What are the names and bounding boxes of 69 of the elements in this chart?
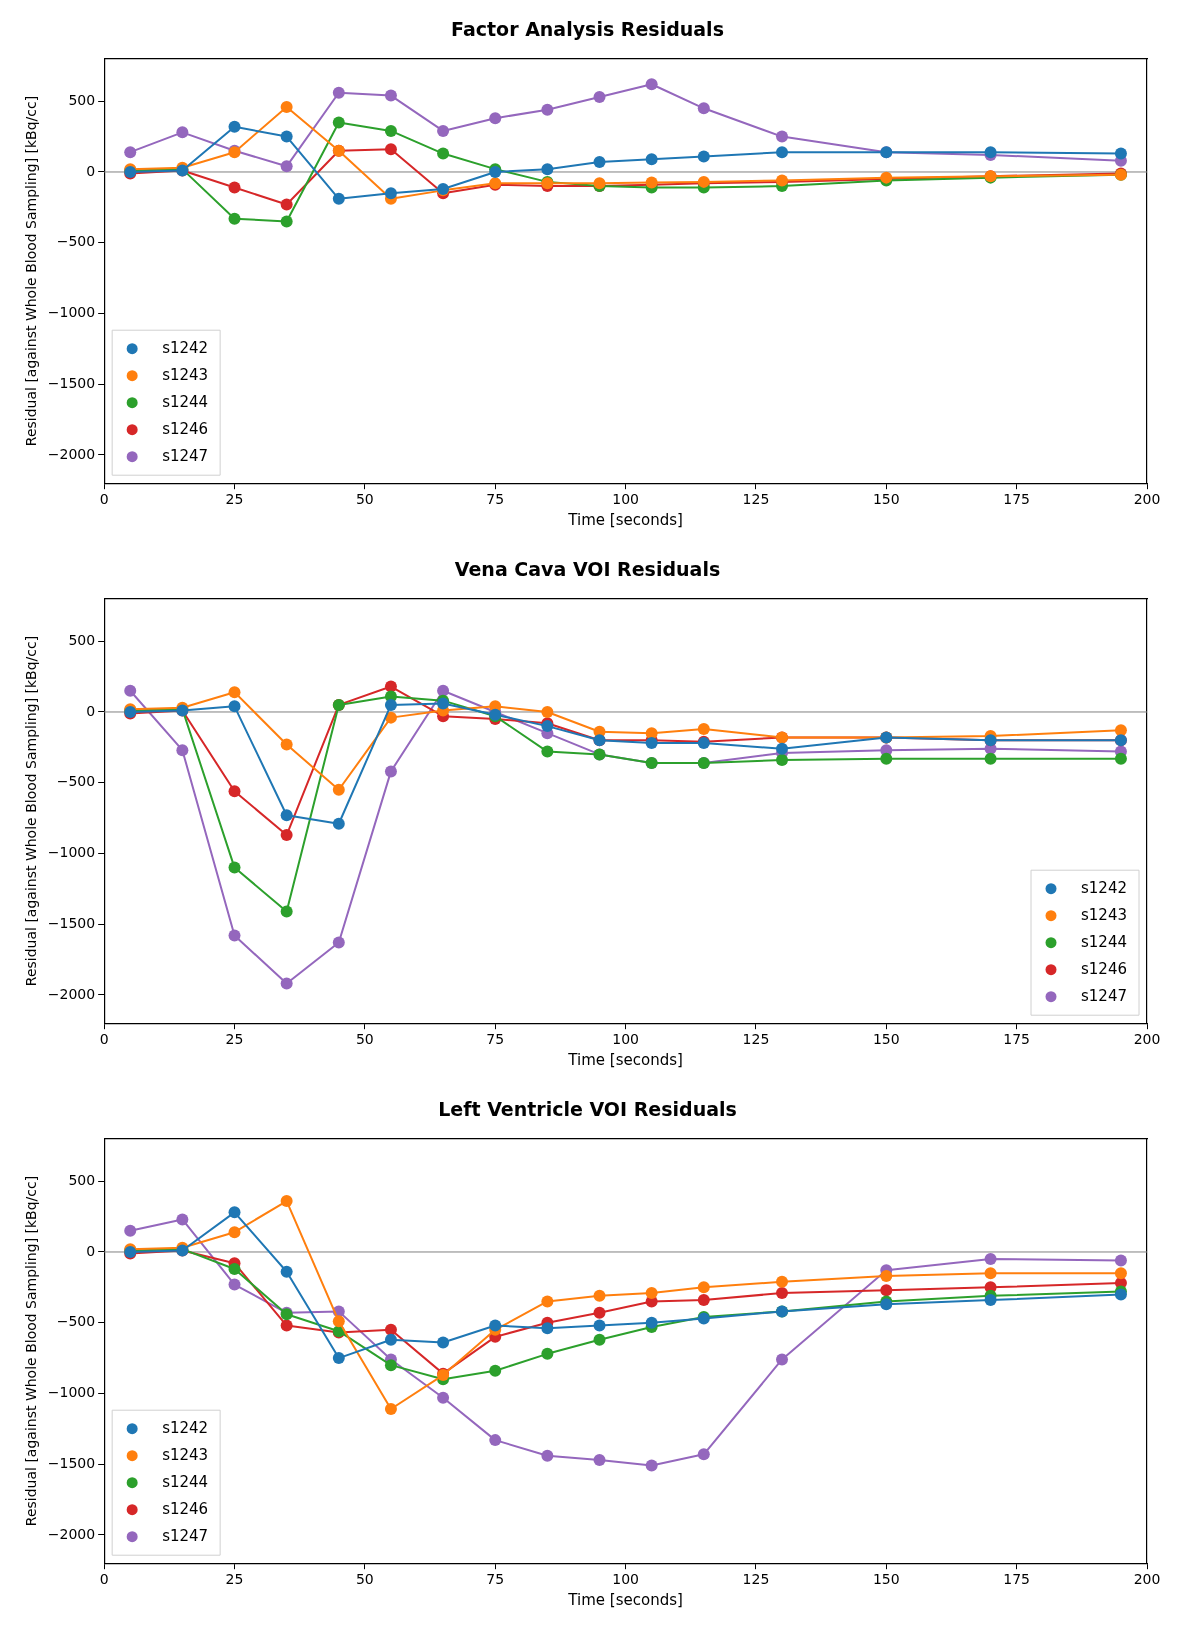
x-tick-label: 50 — [355, 1571, 374, 1588]
y-tick-label: 500 — [68, 1171, 96, 1188]
legend-label: s1244 — [1081, 932, 1128, 951]
y-tick-label: 0 — [86, 162, 96, 179]
legend-label: s1246 — [162, 1499, 209, 1518]
x-tick-label: 75 — [486, 1031, 505, 1048]
x-tick-label: 25 — [225, 1571, 244, 1588]
legend-label: s1242 — [162, 1418, 209, 1437]
y-tick-label: −1000 — [47, 304, 96, 321]
x-tick-label: 0 — [99, 1031, 109, 1048]
x-tick-label: 75 — [486, 1571, 505, 1588]
y-tick-label: 0 — [86, 702, 96, 719]
y-tick-label: −1000 — [47, 1384, 96, 1401]
chart-title: Left Ventricle VOI Residuals — [438, 1098, 737, 1121]
legend-label: s1242 — [162, 338, 209, 357]
chart-title: Vena Cava VOI Residuals — [454, 558, 721, 581]
y-tick-label: 500 — [68, 91, 96, 108]
x-tick-label: 25 — [225, 1031, 244, 1048]
legend-label: s1247 — [1081, 986, 1128, 1005]
legend-label: s1243 — [1081, 905, 1128, 924]
x-tick-label: 100 — [612, 1031, 639, 1048]
x-tick-label: 175 — [1003, 491, 1031, 508]
legend-label: s1243 — [162, 365, 209, 384]
x-tick-label: 125 — [742, 1571, 770, 1588]
y-axis-title: Residual [against Whole Blood Sampling] [kBq/cc] — [23, 1175, 40, 1527]
x-axis-title: Time [seconds] — [567, 1590, 683, 1609]
x-tick-label: 200 — [1133, 1031, 1161, 1048]
y-tick-label: −2000 — [47, 445, 96, 462]
y-tick-label: −2000 — [47, 985, 96, 1002]
legend-label: s1242 — [1081, 878, 1128, 897]
y-tick-label: 0 — [86, 1242, 96, 1259]
x-tick-label: 50 — [355, 1031, 374, 1048]
x-tick-label: 0 — [99, 491, 109, 508]
x-tick-label: 175 — [1003, 1031, 1031, 1048]
legend-label: s1244 — [162, 1472, 209, 1491]
x-tick-label: 125 — [742, 491, 770, 508]
x-tick-label: 200 — [1133, 1571, 1161, 1588]
y-tick-label: −1500 — [47, 374, 96, 391]
y-tick-label: −1500 — [47, 914, 96, 931]
legend-label: s1243 — [162, 1445, 209, 1464]
x-axis-title: Time [seconds] — [567, 1050, 683, 1069]
x-tick-label: 75 — [486, 491, 505, 508]
x-tick-label: 25 — [225, 491, 244, 508]
y-tick-label: −500 — [56, 233, 96, 250]
x-tick-label: 100 — [612, 491, 639, 508]
x-tick-label: 100 — [612, 1571, 639, 1588]
x-tick-label: 125 — [742, 1031, 770, 1048]
legend-label: s1247 — [162, 446, 209, 465]
y-tick-label: −2000 — [47, 1525, 96, 1542]
chart-title: Factor Analysis Residuals — [451, 18, 724, 41]
x-tick-label: 150 — [872, 1571, 900, 1588]
y-tick-label: −500 — [56, 773, 96, 790]
y-tick-label: −1000 — [47, 844, 96, 861]
x-tick-label: 175 — [1003, 1571, 1031, 1588]
legend-label: s1246 — [162, 419, 209, 438]
legend-label: s1244 — [162, 392, 209, 411]
y-tick-label: −1500 — [47, 1454, 96, 1471]
y-tick-label: 500 — [68, 631, 96, 648]
x-tick-label: 50 — [355, 491, 374, 508]
x-tick-label: 200 — [1133, 491, 1161, 508]
y-tick-label: −500 — [56, 1313, 96, 1330]
legend-label: s1246 — [1081, 959, 1128, 978]
legend-label: s1247 — [162, 1526, 209, 1545]
x-tick-label: 150 — [872, 1031, 900, 1048]
x-axis-title: Time [seconds] — [567, 510, 683, 529]
x-tick-label: 0 — [99, 1571, 109, 1588]
y-axis-title: Residual [against Whole Blood Sampling] [kBq/cc] — [23, 95, 40, 447]
y-axis-title: Residual [against Whole Blood Sampling] [kBq/cc] — [23, 635, 40, 987]
x-tick-label: 150 — [872, 491, 900, 508]
